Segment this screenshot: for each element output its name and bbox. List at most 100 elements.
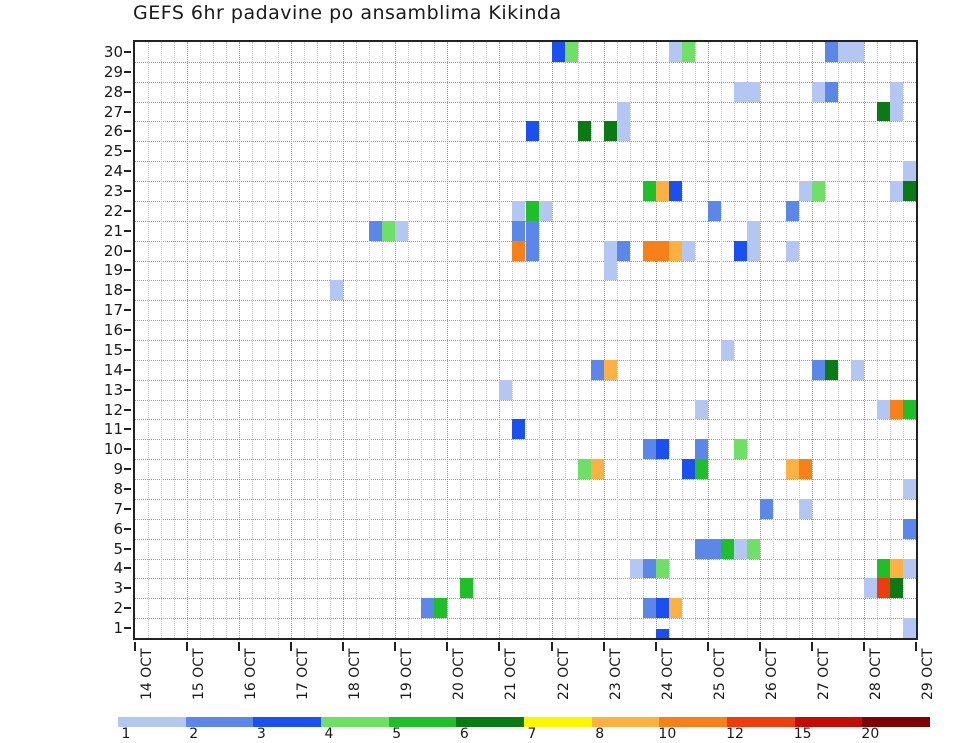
gridline-vertical-6hr bbox=[798, 42, 800, 638]
heatmap-cell bbox=[876, 101, 890, 122]
y-tick-label: 1 bbox=[113, 619, 123, 638]
colorbar-swatch bbox=[456, 717, 525, 727]
colorbar-swatch bbox=[253, 717, 322, 727]
heatmap-cell bbox=[824, 42, 838, 62]
y-tick-label: 5 bbox=[113, 539, 123, 558]
y-tick-label: 26 bbox=[103, 122, 123, 141]
gridline-vertical-6hr bbox=[174, 42, 176, 638]
heatmap-cell bbox=[811, 359, 825, 380]
y-tick-label: 22 bbox=[103, 201, 123, 220]
heatmap-cell bbox=[889, 558, 903, 579]
colorbar-tick-label: 4 bbox=[324, 726, 334, 742]
x-tick-mark bbox=[915, 642, 917, 651]
heatmap-cell bbox=[512, 419, 526, 440]
heatmap-cell bbox=[382, 220, 396, 241]
heatmap-cell bbox=[785, 240, 799, 261]
gridline-vertical-6hr bbox=[148, 42, 150, 638]
y-tick-mark bbox=[124, 448, 131, 451]
x-tick-mark bbox=[810, 642, 813, 651]
heatmap-cell bbox=[655, 439, 669, 460]
heatmap-cell bbox=[785, 459, 799, 480]
x-tick-mark bbox=[602, 642, 605, 651]
y-tick-mark bbox=[124, 110, 131, 113]
gridline-vertical-6hr bbox=[902, 42, 904, 638]
heatmap-cell bbox=[902, 399, 916, 420]
colorbar-tick-label: 12 bbox=[726, 726, 744, 742]
gridline-vertical-6hr bbox=[577, 42, 579, 638]
heatmap-cell bbox=[850, 359, 864, 380]
gridline-vertical-6hr bbox=[161, 42, 163, 638]
gridline-vertical-day bbox=[395, 42, 397, 638]
y-tick-mark bbox=[124, 269, 131, 272]
gridline-vertical-6hr bbox=[200, 42, 202, 638]
heatmap-cell bbox=[746, 220, 760, 241]
heatmap-cell bbox=[577, 121, 591, 142]
gridline-vertical-6hr bbox=[772, 42, 774, 638]
y-tick-mark bbox=[124, 150, 131, 153]
gridline-vertical-6hr bbox=[278, 42, 280, 638]
heatmap-cell bbox=[616, 121, 630, 142]
heatmap-cell bbox=[564, 42, 578, 62]
y-tick-mark bbox=[124, 50, 131, 53]
heatmap-cell bbox=[694, 399, 708, 420]
heatmap-cell bbox=[889, 81, 903, 102]
y-tick-mark bbox=[124, 329, 131, 332]
gridline-vertical-6hr bbox=[824, 42, 826, 638]
gridline-vertical-6hr bbox=[590, 42, 592, 638]
y-tick-mark bbox=[124, 289, 131, 292]
y-tick-mark bbox=[124, 587, 131, 590]
heatmap-cell bbox=[590, 459, 604, 480]
heatmap-cell bbox=[824, 81, 838, 102]
heatmap-cell bbox=[616, 240, 630, 261]
y-tick-mark bbox=[124, 190, 131, 192]
gridline-vertical-6hr bbox=[681, 42, 683, 638]
heatmap-cell bbox=[655, 629, 669, 638]
x-tick-mark bbox=[394, 642, 397, 651]
heatmap-cell bbox=[655, 558, 669, 579]
y-tick-label: 23 bbox=[103, 182, 123, 200]
gridline-vertical-6hr bbox=[460, 42, 462, 638]
heatmap-cell bbox=[668, 240, 682, 261]
heatmap-cell bbox=[694, 459, 708, 480]
heatmap-cell bbox=[902, 618, 916, 638]
heatmap-cell bbox=[798, 459, 812, 480]
colorbar-swatch bbox=[185, 717, 254, 727]
x-tick-mark bbox=[186, 642, 189, 651]
gridline-vertical-6hr bbox=[213, 42, 215, 638]
gridline-vertical-day bbox=[863, 42, 865, 638]
x-tick-label: 24 OCT bbox=[659, 648, 676, 700]
heatmap-cell bbox=[668, 598, 682, 619]
gridline-vertical-6hr bbox=[434, 42, 436, 638]
heatmap-cell bbox=[811, 181, 825, 201]
gridline-vertical-day bbox=[655, 42, 657, 638]
colorbar-tick-label: 7 bbox=[527, 726, 537, 742]
colorbar-tick-label: 20 bbox=[861, 726, 880, 742]
x-tick-label: 27 OCT bbox=[815, 648, 832, 700]
colorbar-tick-label: 3 bbox=[256, 726, 266, 742]
y-tick-label: 18 bbox=[103, 281, 123, 300]
y-tick-label: 2 bbox=[113, 599, 123, 618]
y-tick-label: 6 bbox=[113, 519, 123, 538]
heatmap-cell bbox=[642, 439, 656, 460]
gridline-vertical-6hr bbox=[889, 42, 891, 638]
x-tick-label: 15 OCT bbox=[191, 648, 208, 700]
heatmap-cell bbox=[746, 81, 760, 102]
x-tick-label: 20 OCT bbox=[451, 648, 468, 700]
colorbar-swatch bbox=[388, 717, 457, 727]
gridline-vertical-6hr bbox=[408, 42, 410, 638]
gridline-vertical-6hr bbox=[265, 42, 267, 638]
gridline-vertical-day bbox=[291, 42, 293, 638]
gridline-vertical-day bbox=[603, 42, 605, 638]
gridline-vertical-day bbox=[447, 42, 449, 638]
heatmap-cell bbox=[733, 240, 747, 261]
heatmap-cell bbox=[525, 220, 539, 241]
gridline-vertical-day bbox=[343, 42, 345, 638]
heatmap-cell bbox=[642, 598, 656, 619]
x-tick-label: 19 OCT bbox=[399, 648, 416, 700]
gridline-vertical-6hr bbox=[317, 42, 319, 638]
gridline-vertical-6hr bbox=[525, 42, 527, 638]
y-tick-label: 19 bbox=[103, 261, 123, 280]
y-tick-mark bbox=[124, 567, 131, 570]
y-axis: 30 29 28 27 26 25 24 23 22 21 20 19 18 17 16 15 14 13 12 11… bbox=[95, 40, 131, 640]
y-tick-mark bbox=[124, 209, 131, 212]
